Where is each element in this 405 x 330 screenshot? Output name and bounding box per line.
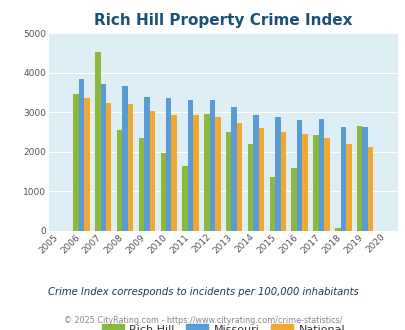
Bar [313, 135, 318, 231]
Bar [362, 127, 367, 231]
Text: Crime Index corresponds to incidents per 100,000 inhabitants: Crime Index corresponds to incidents per… [47, 287, 358, 297]
Bar [340, 127, 345, 231]
Bar [95, 52, 100, 231]
Legend: Rich Hill, Missouri, National: Rich Hill, Missouri, National [97, 320, 349, 330]
Bar [253, 115, 258, 231]
Bar [318, 118, 324, 231]
Bar [280, 132, 286, 231]
Bar [100, 84, 106, 231]
Bar [160, 153, 166, 231]
Bar [324, 138, 329, 231]
Bar [247, 144, 253, 231]
Bar [215, 117, 220, 231]
Bar [117, 130, 122, 231]
Bar [226, 132, 231, 231]
Bar [367, 147, 373, 231]
Bar [139, 138, 144, 231]
Bar [209, 100, 215, 231]
Bar [149, 111, 155, 231]
Bar [334, 228, 340, 231]
Bar [84, 98, 90, 231]
Bar [231, 107, 237, 231]
Bar [193, 115, 198, 231]
Bar [237, 123, 242, 231]
Bar [188, 100, 193, 231]
Bar [106, 103, 111, 231]
Bar [166, 98, 171, 231]
Bar [302, 134, 307, 231]
Text: © 2025 CityRating.com - https://www.cityrating.com/crime-statistics/: © 2025 CityRating.com - https://www.city… [64, 315, 341, 325]
Bar [122, 86, 128, 231]
Bar [258, 128, 264, 231]
Bar [296, 120, 302, 231]
Bar [345, 144, 351, 231]
Bar [275, 116, 280, 231]
Bar [128, 104, 133, 231]
Bar [269, 177, 275, 231]
Bar [79, 79, 84, 231]
Bar [204, 114, 209, 231]
Bar [144, 97, 149, 231]
Title: Rich Hill Property Crime Index: Rich Hill Property Crime Index [94, 13, 352, 28]
Bar [182, 166, 188, 231]
Bar [171, 115, 177, 231]
Bar [356, 126, 362, 231]
Bar [291, 168, 296, 231]
Bar [73, 94, 79, 231]
